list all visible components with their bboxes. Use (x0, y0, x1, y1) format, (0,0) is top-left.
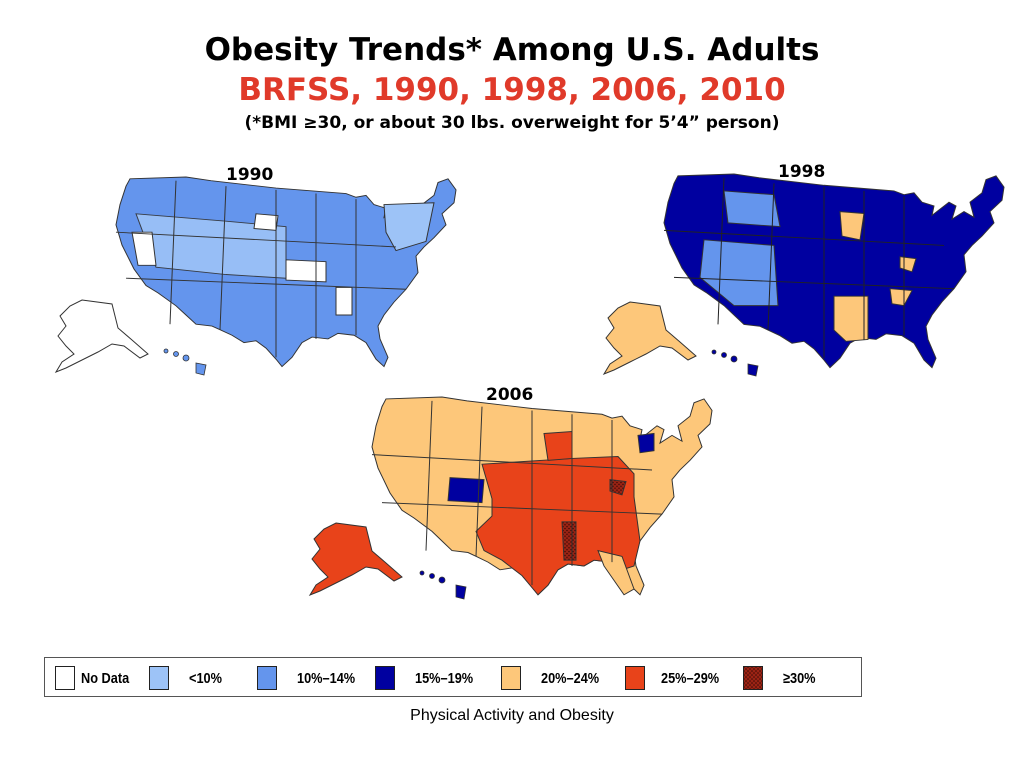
legend-item-no-data: No Data (55, 666, 138, 690)
page-subtitle-definition: (*BMI ≥30, or about 30 lbs. overweight f… (244, 113, 780, 133)
hawaii-1990 (163, 348, 207, 376)
legend-item-10-14: 10%–14% (257, 666, 365, 690)
legend-swatch (55, 666, 75, 690)
legend-swatch (625, 666, 645, 690)
legend-label: No Data (81, 669, 130, 687)
legend-label: 25%–29% (661, 669, 720, 687)
map-1990: 1990 (50, 165, 457, 385)
legend-swatch (149, 666, 169, 690)
legend-swatch (501, 666, 521, 690)
map-year-label: 2006 (486, 385, 534, 405)
legend-item-20-24: 20%–24% (501, 666, 609, 690)
footer-caption: Physical Activity and Obesity (410, 707, 614, 724)
legend-label: 15%–19% (415, 669, 474, 687)
map-year-label: 1990 (226, 165, 274, 185)
legend-label: <10% (189, 669, 222, 687)
legend-item-under-10: <10% (149, 666, 228, 690)
page-subtitle-years: BRFSS, 1990, 1998, 2006, 2010 (238, 72, 786, 108)
legend-swatch (375, 666, 395, 690)
page-title: Obesity Trends* Among U.S. Adults (204, 32, 820, 68)
legend-item-25-29: 25%–29% (625, 666, 729, 690)
us-map-2006 (309, 396, 713, 600)
legend-label: 20%–24% (541, 669, 600, 687)
legend-label: 10%–14% (297, 669, 356, 687)
legend-swatch (257, 666, 277, 690)
hawaii-2006 (419, 570, 467, 600)
legend-swatch (743, 666, 763, 690)
title-block: Obesity Trends* Among U.S. Adults BRFSS,… (0, 30, 1024, 136)
map-year-label: 1998 (778, 162, 826, 182)
legend-item-15-19: 15%–19% (375, 666, 483, 690)
us-map-1990 (55, 176, 457, 376)
map-1998: 1998 (598, 162, 1005, 384)
legend-item-30-plus: ≥30% (743, 666, 821, 690)
us-map-1998 (603, 173, 1005, 377)
legend: No Data <10% 10%–14% 15%–19% 20%–24% 25%… (44, 657, 862, 697)
legend-label: ≥30% (783, 669, 816, 687)
map-2006: 2006 (302, 385, 713, 610)
hawaii-1998 (711, 349, 759, 377)
